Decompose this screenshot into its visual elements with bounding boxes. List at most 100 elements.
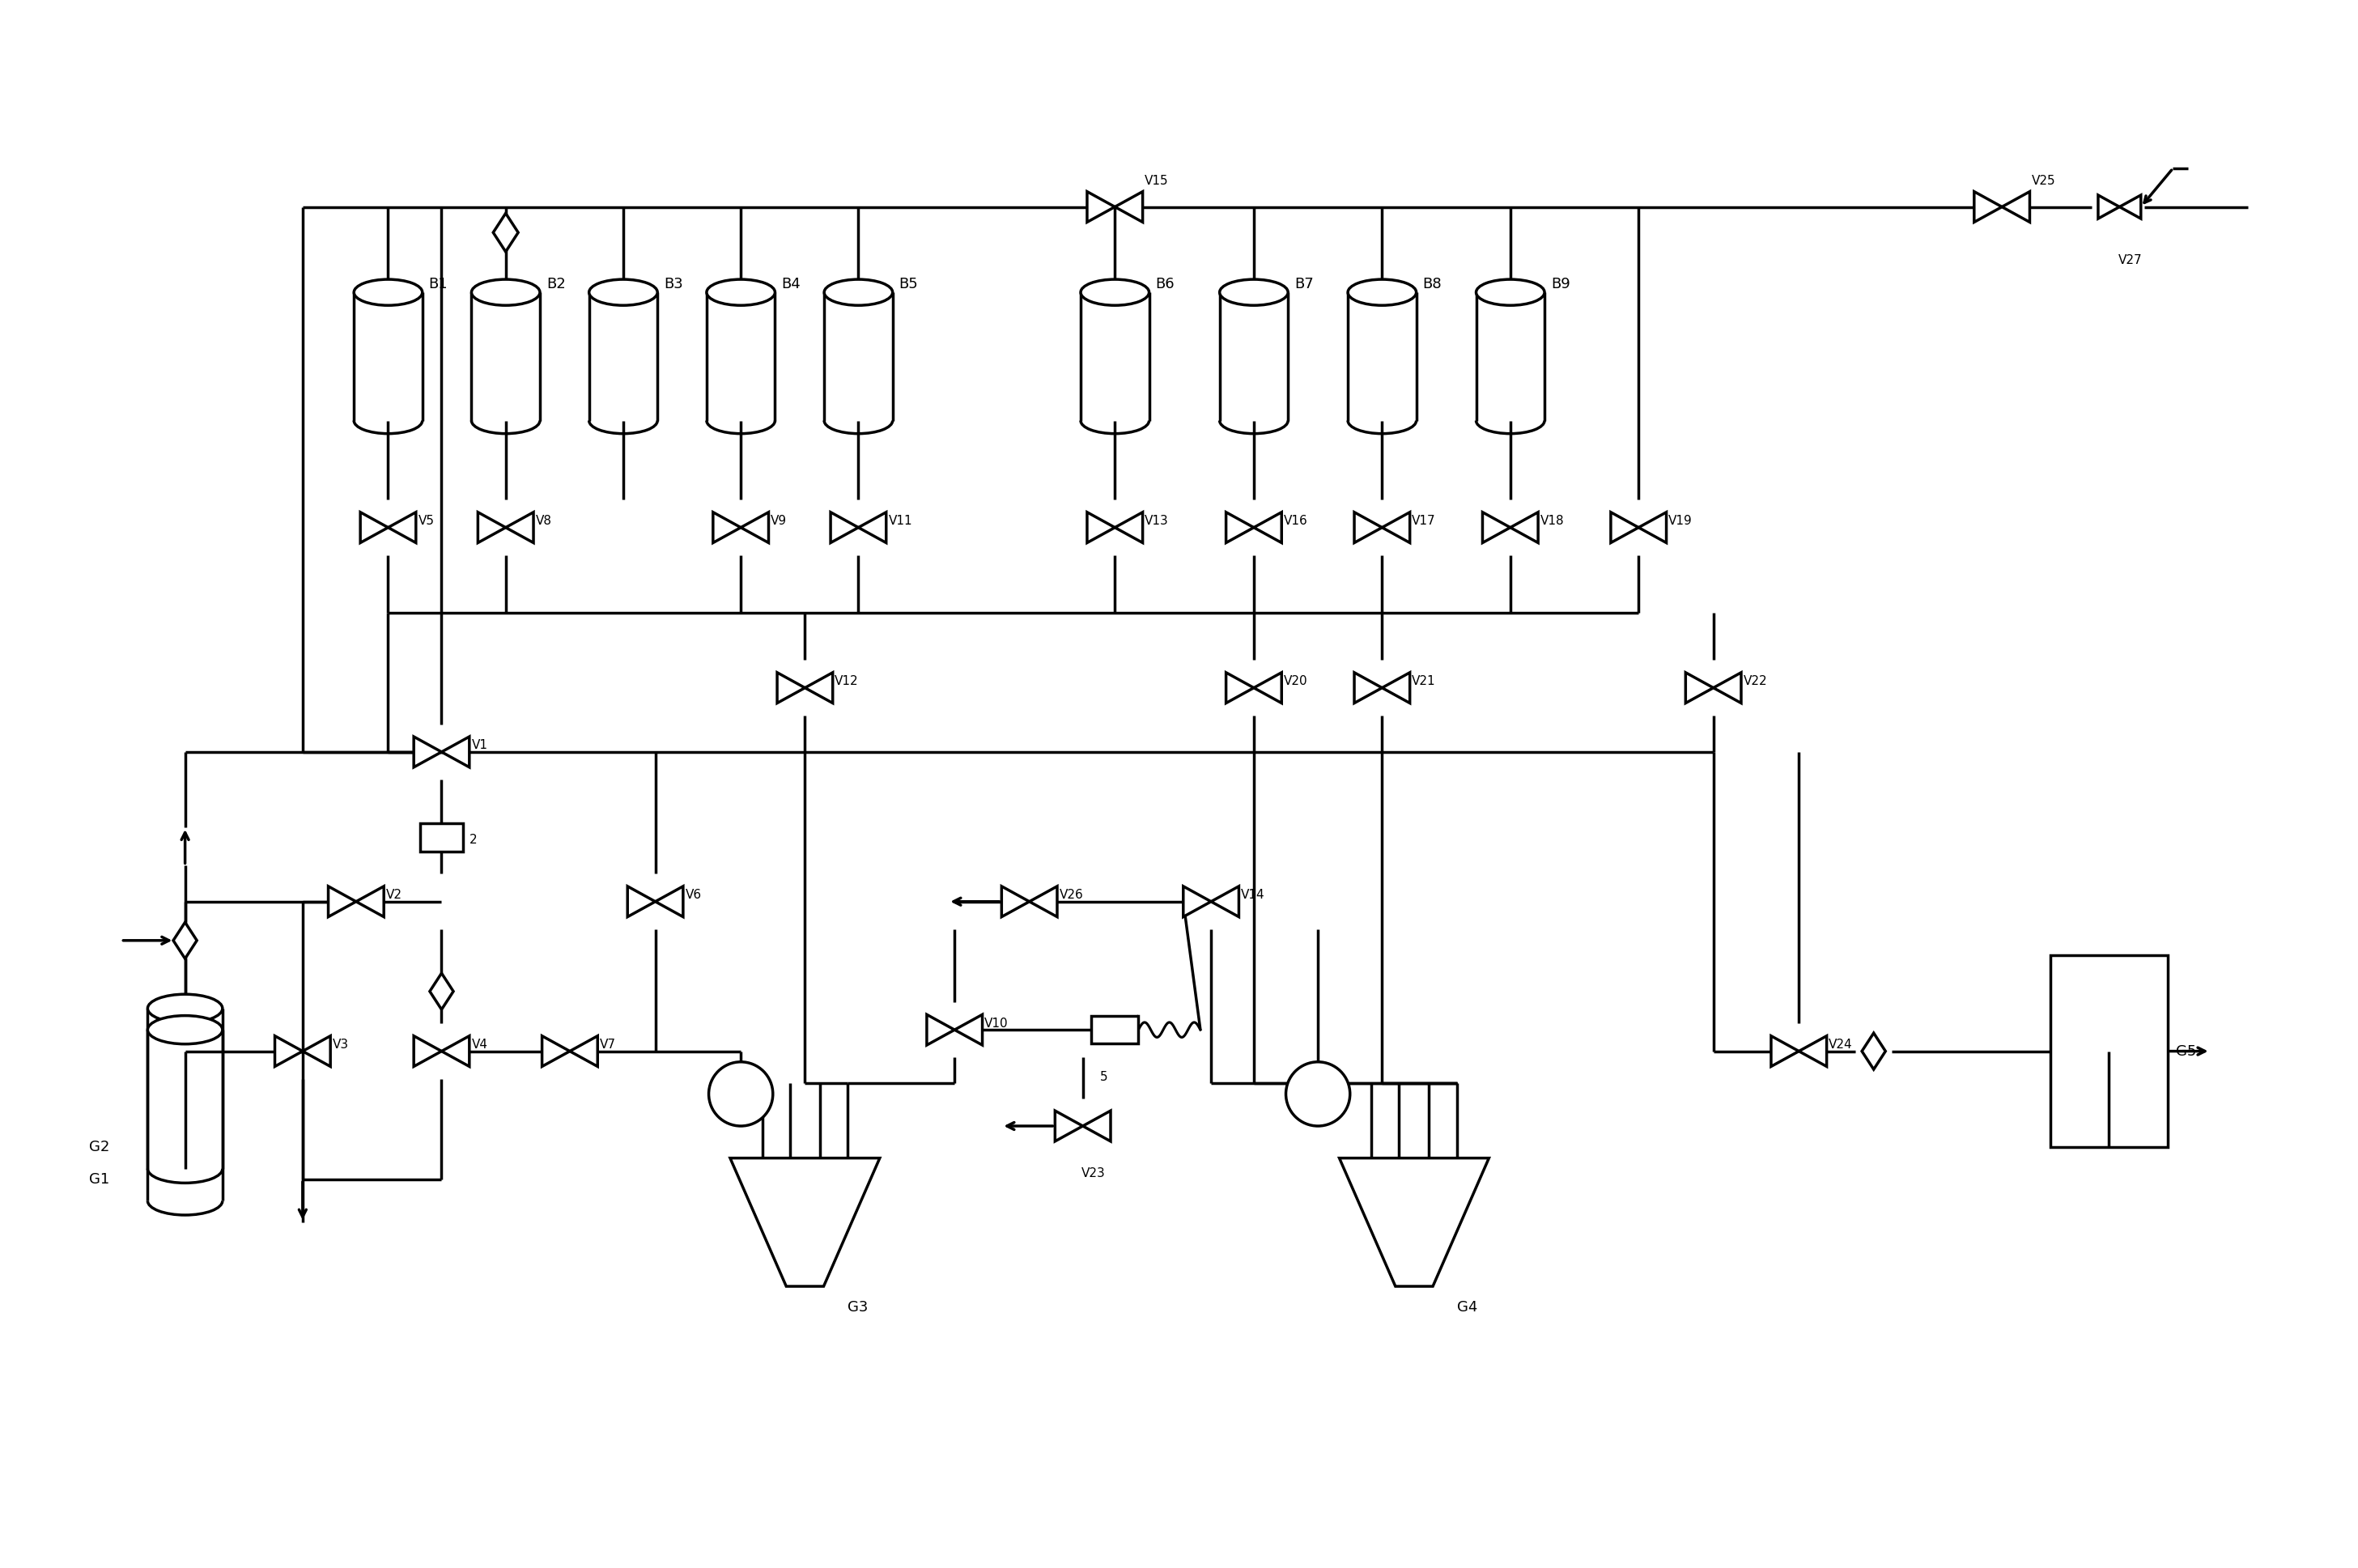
Polygon shape (1974, 191, 2002, 223)
Text: G5: G5 (2176, 1044, 2198, 1058)
Polygon shape (2099, 194, 2120, 218)
Polygon shape (1054, 1110, 1082, 1142)
Text: B5: B5 (898, 276, 917, 292)
Ellipse shape (825, 279, 894, 306)
Text: V18: V18 (1540, 514, 1563, 527)
Ellipse shape (1476, 279, 1544, 306)
Text: G4: G4 (1457, 1300, 1478, 1316)
Ellipse shape (472, 279, 540, 306)
Ellipse shape (1219, 279, 1287, 306)
Polygon shape (1115, 191, 1144, 223)
Ellipse shape (149, 994, 222, 1022)
Polygon shape (1686, 673, 1714, 702)
Polygon shape (1511, 513, 1537, 543)
Text: B8: B8 (1422, 276, 1441, 292)
Polygon shape (479, 513, 505, 543)
Text: V14: V14 (1240, 889, 1264, 902)
Text: B3: B3 (665, 276, 684, 292)
Text: V1: V1 (472, 740, 488, 751)
Polygon shape (389, 513, 415, 543)
Polygon shape (302, 1036, 330, 1066)
Polygon shape (441, 737, 469, 767)
Text: B6: B6 (1155, 276, 1174, 292)
Polygon shape (1799, 1036, 1827, 1066)
Text: V4: V4 (472, 1038, 488, 1051)
Polygon shape (712, 513, 740, 543)
Polygon shape (955, 1014, 983, 1046)
Text: B9: B9 (1552, 276, 1570, 292)
Polygon shape (858, 513, 887, 543)
Polygon shape (1226, 673, 1254, 702)
Polygon shape (1030, 886, 1056, 917)
Polygon shape (413, 737, 441, 767)
Text: V5: V5 (417, 514, 434, 527)
Text: V27: V27 (2117, 254, 2141, 267)
Polygon shape (927, 1014, 955, 1046)
Polygon shape (1087, 513, 1115, 543)
Text: B4: B4 (780, 276, 802, 292)
Polygon shape (1339, 1159, 1488, 1286)
Text: B7: B7 (1295, 276, 1313, 292)
Bar (2049, 955, 2167, 1148)
Text: V22: V22 (1743, 676, 1766, 687)
Polygon shape (361, 513, 389, 543)
Text: G3: G3 (847, 1300, 868, 1316)
Ellipse shape (1349, 279, 1417, 306)
Text: V16: V16 (1283, 514, 1309, 527)
Text: V17: V17 (1412, 514, 1436, 527)
Polygon shape (542, 1036, 571, 1066)
Polygon shape (1184, 886, 1212, 917)
Ellipse shape (354, 279, 422, 306)
Polygon shape (1002, 886, 1030, 917)
Polygon shape (493, 213, 519, 252)
Polygon shape (328, 886, 356, 917)
Polygon shape (429, 974, 453, 1010)
Polygon shape (1382, 513, 1410, 543)
Polygon shape (413, 1036, 441, 1066)
Polygon shape (1611, 513, 1639, 543)
Polygon shape (656, 886, 684, 917)
Text: V25: V25 (2033, 176, 2056, 187)
Polygon shape (1771, 1036, 1799, 1066)
Text: V26: V26 (1059, 889, 1082, 902)
Text: V23: V23 (1082, 1167, 1106, 1179)
Text: V3: V3 (332, 1038, 349, 1051)
Polygon shape (830, 513, 858, 543)
Polygon shape (1212, 886, 1238, 917)
Text: G2: G2 (90, 1140, 108, 1154)
Polygon shape (1714, 673, 1740, 702)
Text: V9: V9 (771, 514, 788, 527)
Polygon shape (740, 513, 769, 543)
Polygon shape (1254, 673, 1283, 702)
Text: V2: V2 (387, 889, 403, 902)
Text: G1: G1 (90, 1173, 108, 1187)
Text: V6: V6 (686, 889, 703, 902)
Polygon shape (1254, 513, 1283, 543)
Polygon shape (2120, 194, 2141, 218)
Polygon shape (571, 1036, 597, 1066)
Polygon shape (1639, 513, 1667, 543)
Ellipse shape (149, 1016, 222, 1044)
Text: B1: B1 (429, 276, 448, 292)
Polygon shape (731, 1159, 880, 1286)
Polygon shape (1353, 673, 1382, 702)
Polygon shape (1863, 1033, 1886, 1069)
Circle shape (710, 1062, 773, 1126)
Polygon shape (1382, 673, 1410, 702)
Text: V20: V20 (1283, 676, 1309, 687)
Polygon shape (627, 886, 656, 917)
Polygon shape (1087, 191, 1115, 223)
Text: B2: B2 (547, 276, 566, 292)
Text: V13: V13 (1144, 514, 1170, 527)
Polygon shape (1115, 513, 1144, 543)
Text: V11: V11 (889, 514, 913, 527)
Polygon shape (172, 922, 196, 958)
Text: 2: 2 (469, 834, 476, 845)
Polygon shape (505, 513, 533, 543)
Text: V10: V10 (986, 1018, 1009, 1030)
Polygon shape (1353, 513, 1382, 543)
Polygon shape (1082, 1110, 1111, 1142)
Polygon shape (804, 673, 832, 702)
Polygon shape (1226, 513, 1254, 543)
Ellipse shape (707, 279, 776, 306)
